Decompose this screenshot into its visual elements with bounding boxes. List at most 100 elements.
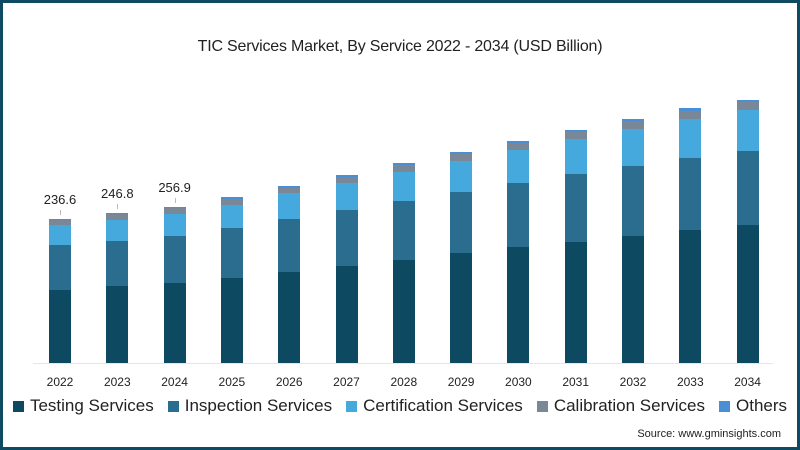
legend-label: Testing Services bbox=[29, 396, 154, 415]
x-tick-label: 2028 bbox=[390, 375, 418, 389]
source-note: Source: www.gminsights.com bbox=[637, 428, 781, 440]
segment-testing-services bbox=[106, 286, 129, 363]
segment-calibration-services bbox=[679, 111, 702, 120]
plot-area bbox=[33, 63, 773, 363]
segment-certification-services bbox=[622, 129, 644, 167]
segment-inspection-services bbox=[679, 158, 702, 231]
data-label: 236.6 bbox=[43, 192, 77, 207]
x-tick-label: 2022 bbox=[46, 375, 74, 389]
segment-certification-services bbox=[49, 224, 71, 245]
segment-inspection-services bbox=[163, 236, 186, 284]
segment-calibration-services bbox=[736, 102, 759, 111]
segment-testing-services bbox=[736, 225, 759, 363]
segment-others bbox=[679, 108, 702, 112]
x-tick-label: 2025 bbox=[218, 375, 246, 389]
bar-2026 bbox=[278, 186, 301, 363]
segment-calibration-services bbox=[450, 154, 473, 162]
x-tick-label: 2027 bbox=[333, 375, 360, 389]
legend-swatch-icon bbox=[167, 400, 179, 412]
legend-item: Testing Services bbox=[12, 396, 154, 416]
segment-certification-services bbox=[392, 172, 415, 202]
chart-title: TIC Services Market, By Service 2022 - 2… bbox=[197, 38, 603, 55]
legend-label: Certification Services bbox=[363, 396, 523, 415]
bar-2022 bbox=[49, 219, 71, 363]
bar-2034 bbox=[736, 100, 759, 363]
segment-testing-services bbox=[507, 247, 530, 363]
segment-calibration-services bbox=[564, 132, 587, 140]
legend-label: Inspection Services bbox=[184, 396, 333, 415]
bar-2033 bbox=[679, 108, 702, 363]
segment-certification-services bbox=[679, 119, 702, 159]
segment-testing-services bbox=[679, 230, 702, 363]
x-tick-label: 2023 bbox=[103, 375, 131, 389]
segment-testing-services bbox=[450, 253, 473, 363]
legend-item: Certification Services bbox=[346, 396, 523, 416]
segment-inspection-services bbox=[622, 166, 644, 236]
x-axis-line bbox=[33, 363, 773, 364]
segment-inspection-services bbox=[335, 210, 358, 266]
legend-swatch-icon bbox=[719, 400, 730, 412]
segment-others bbox=[106, 212, 129, 215]
legend-swatch-icon bbox=[346, 400, 358, 412]
segment-others bbox=[335, 175, 358, 177]
segment-testing-services bbox=[278, 272, 301, 363]
bar-2030 bbox=[507, 141, 530, 363]
x-tick-label: 2032 bbox=[619, 375, 647, 389]
legend-swatch-icon bbox=[536, 400, 548, 412]
segment-calibration-services bbox=[278, 188, 301, 194]
legend-item: Inspection Services bbox=[167, 396, 333, 416]
segment-testing-services bbox=[564, 242, 587, 363]
legend-label: Calibration Services bbox=[553, 396, 705, 415]
segment-others bbox=[622, 119, 644, 122]
segment-inspection-services bbox=[392, 201, 415, 261]
segment-inspection-services bbox=[507, 183, 530, 248]
segment-others bbox=[392, 163, 415, 166]
label-leader-line bbox=[174, 197, 176, 203]
data-label: 246.8 bbox=[101, 185, 134, 201]
x-tick-label: 2024 bbox=[161, 375, 188, 389]
bar-2032 bbox=[622, 119, 644, 363]
segment-testing-services bbox=[49, 289, 71, 363]
segment-certification-services bbox=[220, 204, 243, 228]
segment-others bbox=[220, 197, 243, 199]
legend-label: Others bbox=[736, 396, 788, 415]
segment-certification-services bbox=[507, 150, 530, 183]
segment-testing-services bbox=[622, 236, 644, 363]
label-leader-line bbox=[117, 203, 119, 209]
segment-testing-services bbox=[335, 266, 358, 363]
data-label: 256.9 bbox=[158, 179, 191, 195]
segment-certification-services bbox=[163, 214, 186, 237]
legend-item: Calibration Services bbox=[536, 396, 705, 416]
bar-2029 bbox=[450, 152, 473, 363]
segment-certification-services bbox=[736, 110, 759, 152]
x-tick-label: 2026 bbox=[275, 375, 303, 389]
segment-certification-services bbox=[450, 161, 473, 193]
segment-others bbox=[736, 100, 759, 103]
x-tick-label: 2034 bbox=[734, 375, 761, 389]
segment-inspection-services bbox=[278, 219, 301, 273]
segment-others bbox=[564, 130, 587, 133]
segment-inspection-services bbox=[49, 245, 71, 290]
segment-others bbox=[278, 186, 301, 189]
label-leader-line bbox=[60, 210, 61, 215]
segment-calibration-services bbox=[622, 121, 644, 130]
segment-calibration-services bbox=[49, 220, 71, 225]
segment-others bbox=[450, 152, 473, 155]
bar-2023 bbox=[106, 212, 129, 363]
bar-2027 bbox=[335, 175, 358, 363]
segment-calibration-services bbox=[220, 198, 243, 205]
segment-calibration-services bbox=[507, 143, 530, 151]
bar-2025 bbox=[220, 197, 243, 363]
segment-testing-services bbox=[220, 277, 243, 363]
bar-2031 bbox=[564, 130, 587, 363]
segment-inspection-services bbox=[220, 227, 243, 278]
x-tick-label: 2031 bbox=[562, 375, 590, 389]
legend-item: Others bbox=[719, 396, 787, 416]
segment-calibration-services bbox=[392, 165, 415, 173]
segment-inspection-services bbox=[450, 192, 473, 254]
segment-inspection-services bbox=[564, 174, 587, 243]
segment-testing-services bbox=[163, 283, 186, 363]
segment-calibration-services bbox=[163, 208, 186, 215]
segment-certification-services bbox=[106, 220, 129, 242]
